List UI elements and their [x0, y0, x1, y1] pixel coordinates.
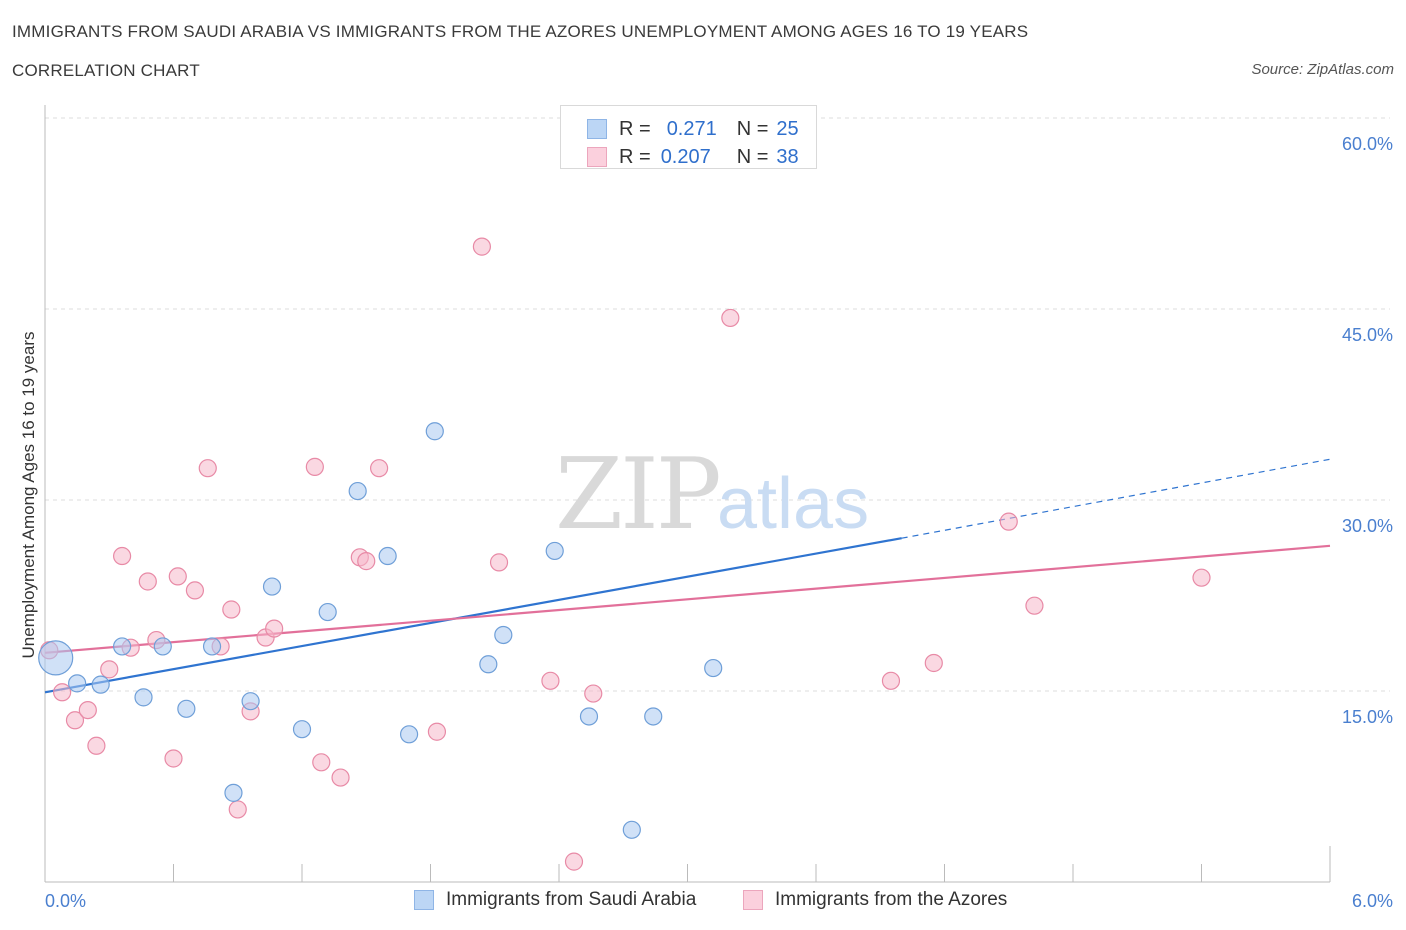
point-saudi-arabia — [153, 637, 172, 656]
point-azores — [924, 653, 943, 673]
stats-legend: R = 0.271 N = 25 R = 0.207 N = 38 — [560, 105, 817, 169]
y-tick-label: 60.0% — [1342, 134, 1393, 154]
grid-lines — [45, 117, 1390, 692]
chart-subtitle: CORRELATION CHART — [12, 61, 200, 80]
r-value: 0.207 — [660, 145, 711, 168]
n-label: N = — [736, 145, 769, 168]
point-saudi-arabia — [202, 637, 222, 656]
point-saudi-arabia — [224, 783, 243, 802]
trend-line-extension-0 — [901, 458, 1331, 539]
point-saudi-arabia — [425, 422, 444, 441]
point-azores — [357, 552, 376, 571]
point-azores — [331, 768, 350, 787]
trend-line-0 — [44, 537, 902, 694]
point-saudi-arabia — [134, 688, 153, 707]
point-saudi-arabia — [241, 692, 260, 711]
r-label: R = — [619, 145, 651, 168]
legend-swatch-azores — [743, 890, 763, 910]
n-value: 38 — [776, 145, 799, 168]
point-saudi-arabia — [112, 637, 132, 656]
point-azores — [222, 600, 241, 619]
point-azores — [65, 711, 85, 730]
watermark-zip: ZIP — [555, 438, 719, 552]
point-saudi-arabia — [494, 625, 513, 645]
point-saudi-arabia — [704, 658, 723, 678]
point-azores — [185, 581, 205, 600]
point-azores — [87, 736, 106, 755]
point-azores — [999, 512, 1018, 531]
stats-legend-row-saudi: R = 0.271 N = 25 — [587, 117, 799, 141]
point-azores — [1025, 596, 1044, 615]
source-label: Source: ZipAtlas.com — [1251, 61, 1394, 78]
point-azores — [564, 852, 584, 871]
n-value: 25 — [776, 117, 799, 140]
point-saudi-arabia — [479, 655, 498, 674]
point-azores — [881, 671, 901, 690]
y-axis-label: Unemployment Among Ages 16 to 19 years — [19, 332, 38, 659]
trend-line-1 — [44, 544, 1331, 654]
point-saudi-arabia — [318, 602, 337, 622]
point-azores — [112, 546, 132, 566]
point-azores — [721, 308, 740, 328]
stats-legend-row-azores: R = 0.207 N = 38 — [587, 145, 799, 169]
point-azores — [228, 800, 247, 819]
point-azores — [584, 684, 603, 703]
point-azores — [53, 683, 72, 702]
y-tick-label: 15.0% — [1342, 707, 1393, 727]
point-azores — [198, 459, 217, 478]
point-saudi-arabia — [348, 481, 367, 501]
legend-item-azores: Immigrants from the Azores — [743, 889, 1007, 911]
point-azores — [472, 237, 491, 256]
point-azores — [100, 660, 119, 679]
point-azores — [541, 671, 560, 690]
legend-swatch-azores — [587, 147, 607, 167]
r-value: 0.271 — [666, 117, 717, 140]
legend-swatch-saudi — [414, 890, 434, 910]
point-azores — [489, 553, 509, 572]
x-tick-label: 6.0% — [1352, 891, 1393, 911]
point-saudi-arabia — [579, 707, 599, 726]
point-saudi-arabia — [262, 577, 282, 596]
point-azores — [370, 459, 389, 478]
y-tick-label: 45.0% — [1342, 325, 1393, 345]
point-saudi-arabia — [292, 720, 312, 739]
point-azores — [164, 749, 183, 768]
n-label: N = — [736, 117, 769, 140]
point-azores — [427, 722, 447, 741]
point-saudi-arabia — [644, 707, 663, 726]
point-saudi-arabia — [399, 725, 419, 744]
point-azores — [305, 457, 324, 476]
axes — [44, 105, 1331, 883]
r-label: R = — [619, 117, 651, 140]
legend-label-saudi: Immigrants from Saudi Arabia — [446, 889, 697, 910]
point-azores — [1192, 568, 1211, 587]
legend-swatch-saudi — [587, 119, 607, 139]
legend-label-azores: Immigrants from the Azores — [775, 889, 1008, 910]
point-azores — [265, 619, 284, 638]
point-saudi-arabia — [91, 675, 110, 694]
y-tick-label: 30.0% — [1342, 516, 1393, 536]
point-saudi-arabia — [622, 820, 641, 839]
legend-item-saudi: Immigrants from Saudi Arabia — [414, 889, 696, 911]
point-azores — [78, 700, 97, 720]
watermark-atlas: atlas — [717, 464, 869, 544]
data-points — [38, 143, 1211, 871]
point-azores — [312, 753, 331, 772]
point-saudi-arabia — [68, 674, 87, 693]
point-saudi-arabia — [177, 699, 196, 718]
chart-title: IMMIGRANTS FROM SAUDI ARABIA VS IMMIGRAN… — [12, 22, 1029, 41]
point-saudi-arabia — [38, 640, 74, 676]
tick-labels: 15.0% 30.0% 45.0% 60.0% 0.0% 6.0% — [45, 134, 1393, 911]
point-azores — [138, 572, 157, 591]
x-tick-label: 0.0% — [45, 891, 86, 911]
point-azores — [168, 567, 187, 586]
point-saudi-arabia — [378, 546, 397, 566]
point-saudi-arabia — [545, 541, 564, 561]
